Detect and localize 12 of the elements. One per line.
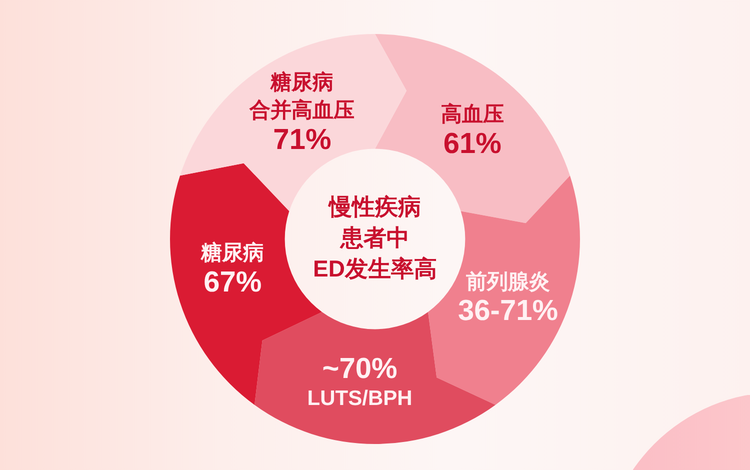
- data-label: 36-71%: [458, 295, 558, 328]
- text: ED发生率高: [313, 255, 437, 282]
- data-label: 71%: [273, 124, 332, 156]
- category-label: 高血压: [440, 102, 504, 126]
- data-label: ~70%: [322, 352, 398, 385]
- text: 慢性疾病患者中: [327, 193, 421, 250]
- category-label: 糖尿病: [200, 240, 264, 265]
- category-label: 糖尿病合并高血压: [248, 70, 355, 122]
- category-label: LUTS/BPH: [307, 387, 412, 410]
- data-label: 61%: [443, 128, 502, 160]
- data-label: 67%: [204, 266, 262, 298]
- category-label: 前列腺炎: [465, 270, 550, 294]
